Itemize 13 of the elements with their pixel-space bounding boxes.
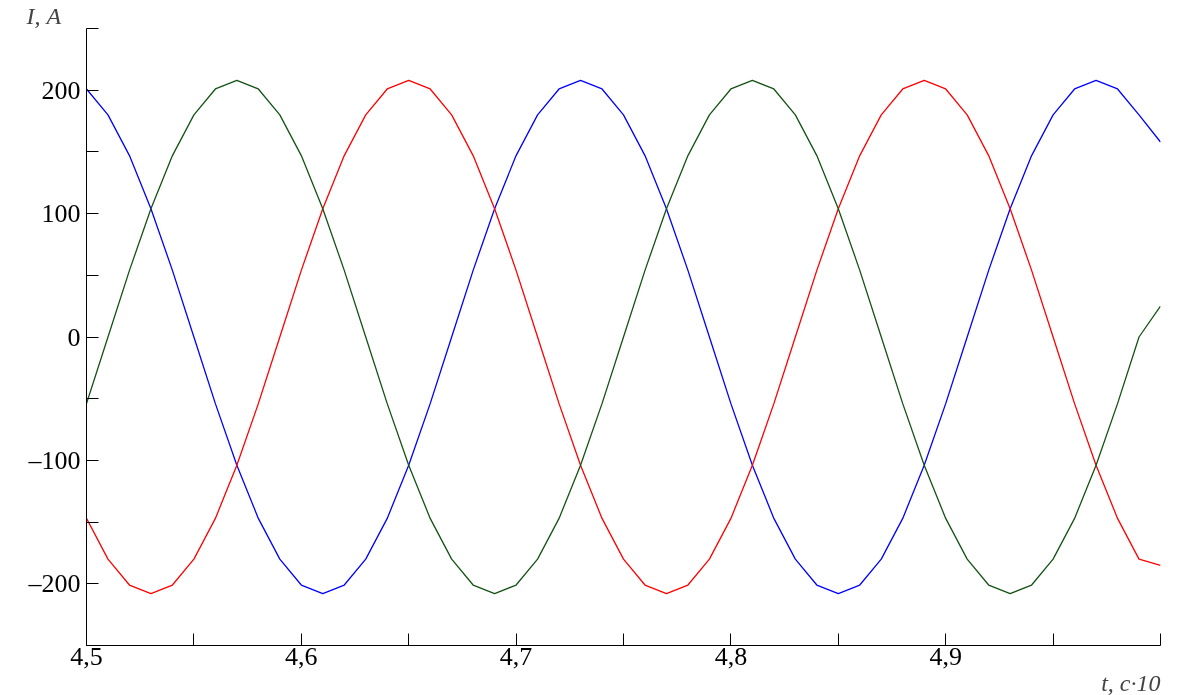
x-axis-title: t, с·10: [1101, 669, 1161, 695]
y-tick-label: –100: [27, 445, 81, 475]
y-tick-label: 100: [41, 199, 81, 229]
x-tick-label: 4,8: [714, 641, 748, 671]
x-tick-label: 4,7: [499, 641, 533, 671]
x-tick-label: 4,6: [285, 641, 318, 671]
y-tick-label: 0: [67, 322, 81, 352]
y-tick-label: –200: [27, 569, 81, 599]
x-tick-label: 4,5: [70, 641, 103, 671]
y-tick-label: 200: [41, 75, 81, 105]
line-series: [86, 79, 1161, 595]
x-tick-label: 4,9: [929, 641, 962, 671]
y-axis-title: I, А: [25, 2, 62, 29]
